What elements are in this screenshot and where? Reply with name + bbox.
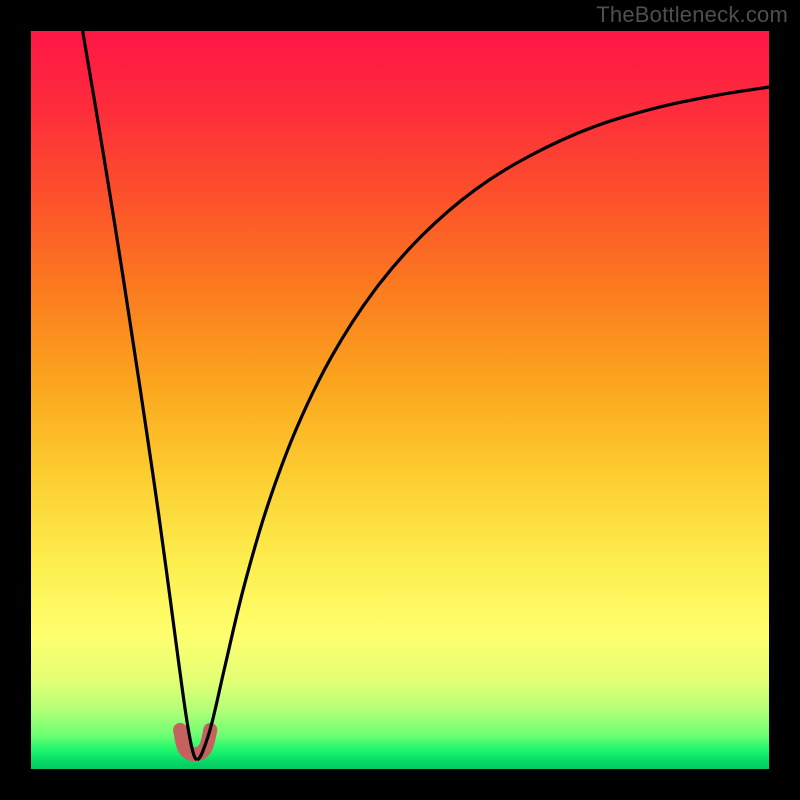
- chart-stage: TheBottleneck.com: [0, 0, 800, 800]
- watermark-text: TheBottleneck.com: [596, 2, 788, 28]
- bottleneck-chart: [0, 0, 800, 800]
